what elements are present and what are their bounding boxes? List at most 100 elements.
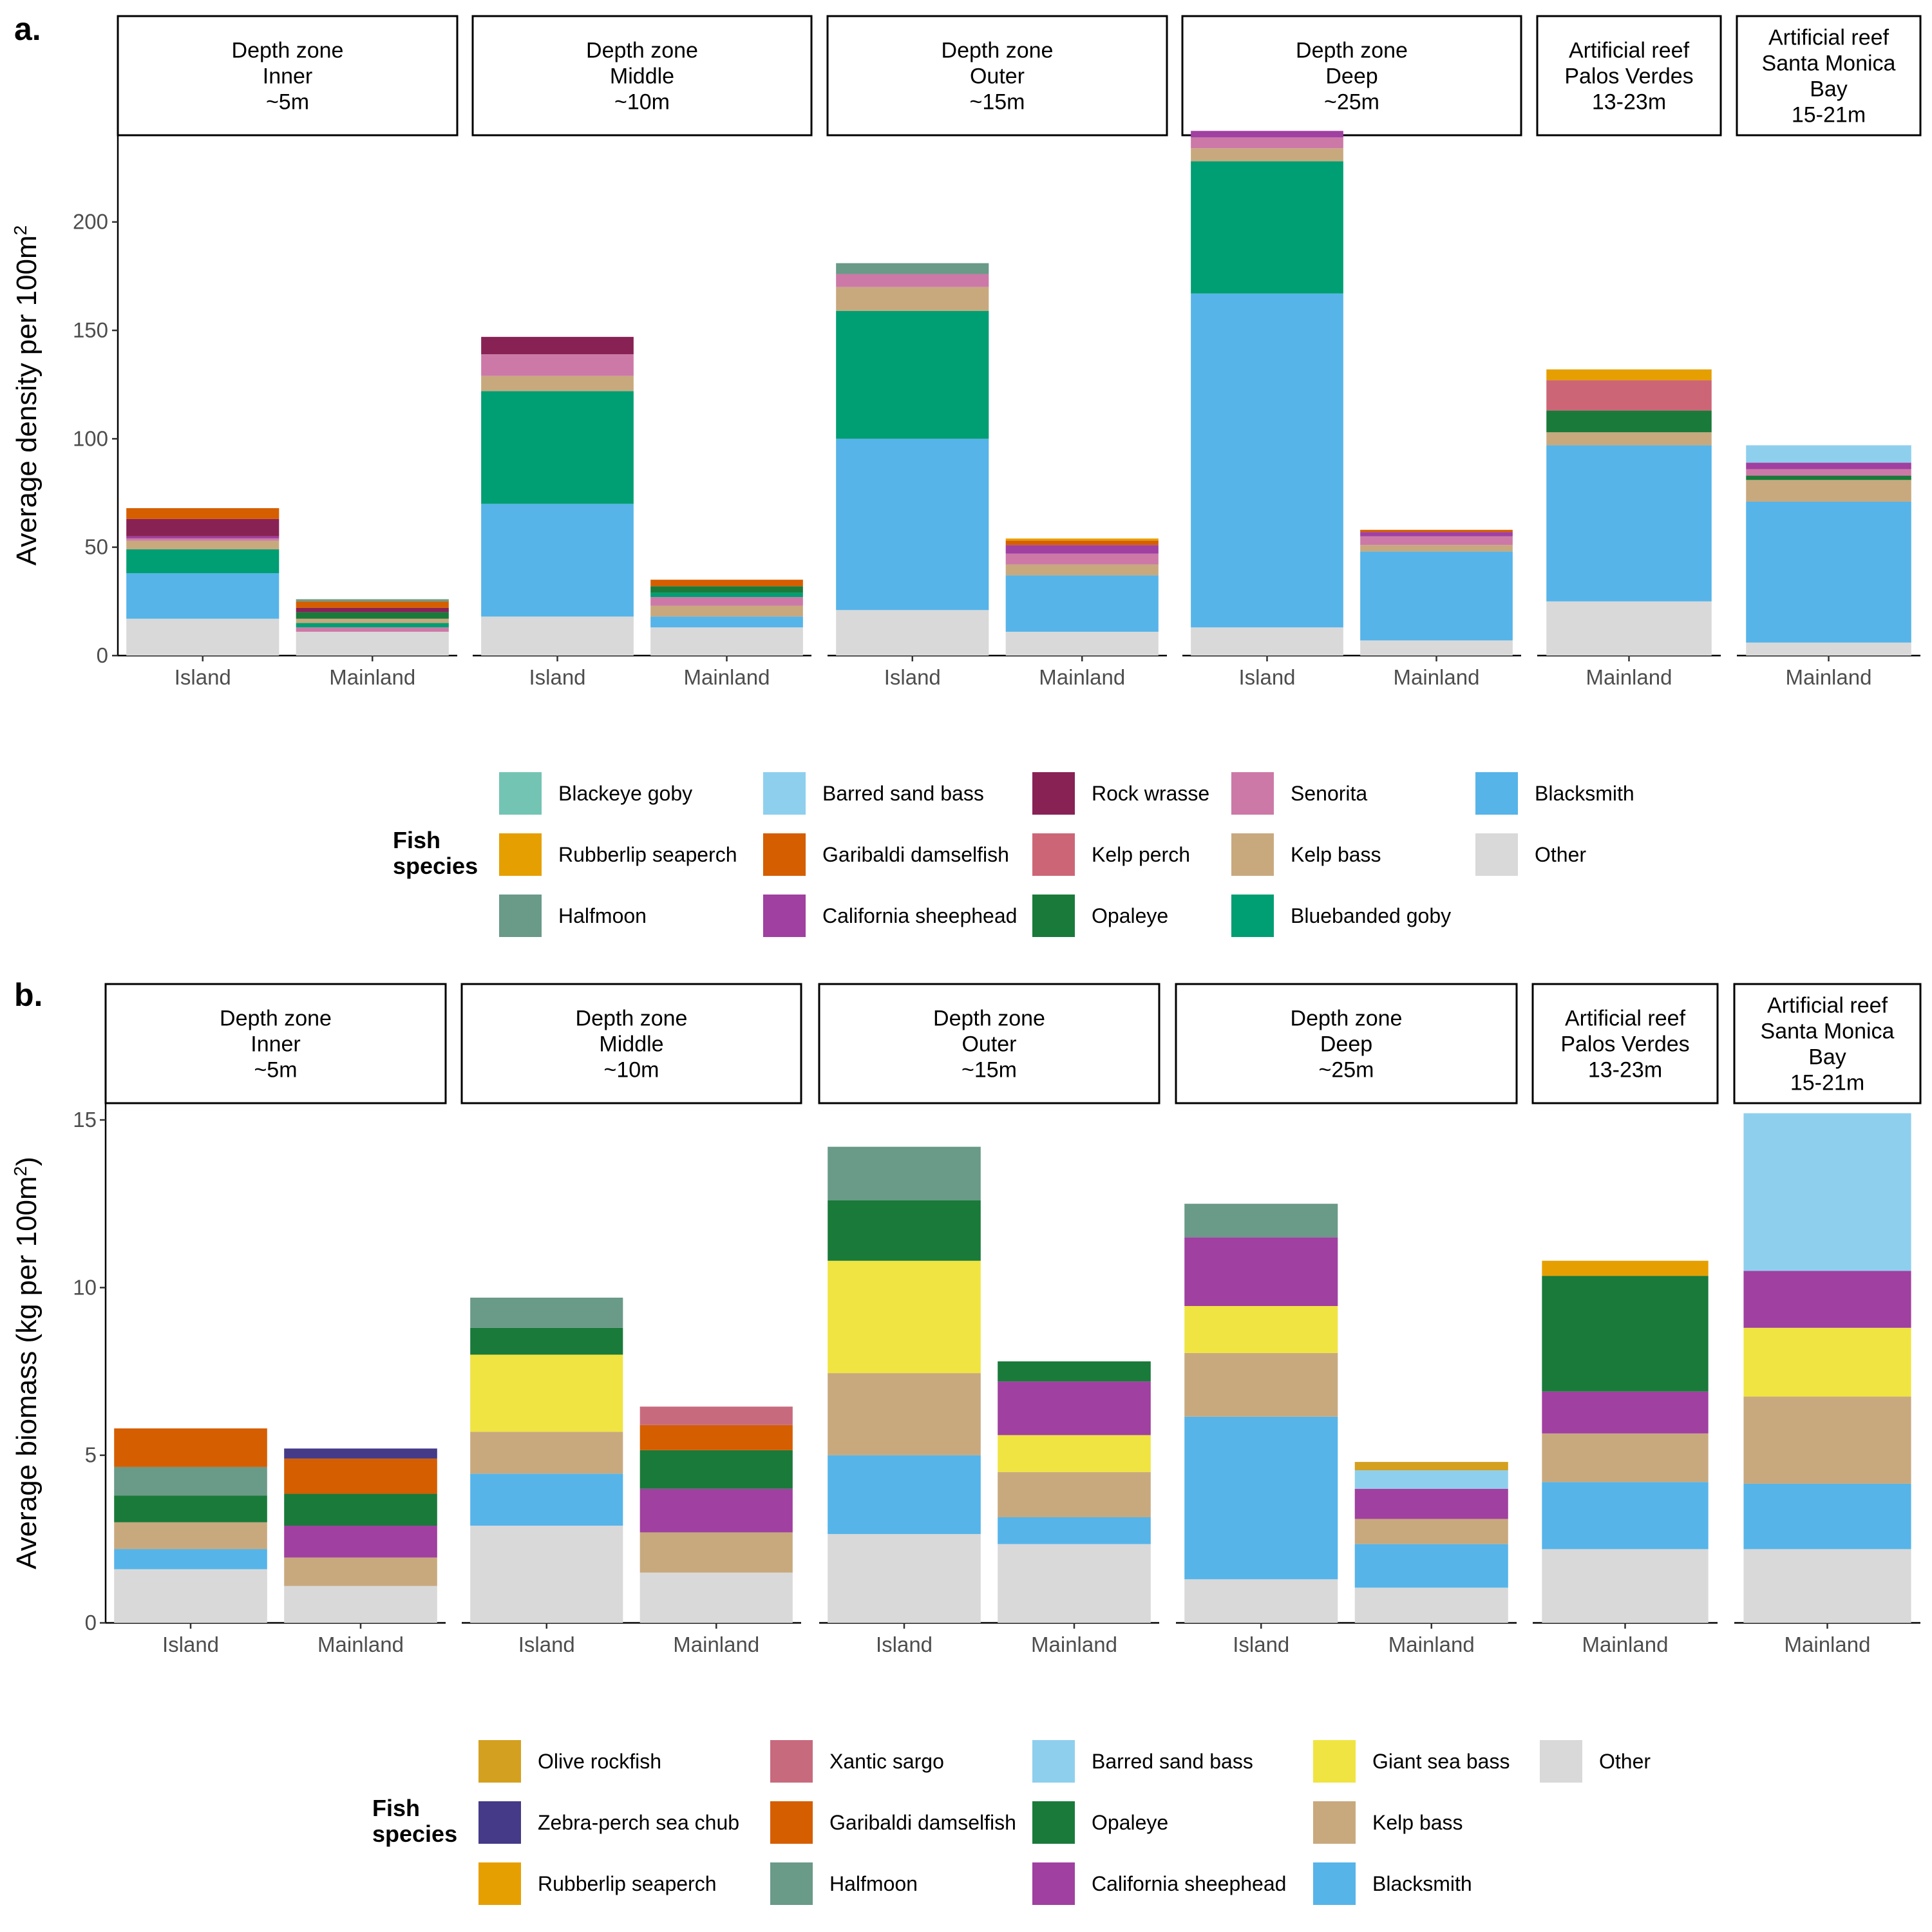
bar-segment-opaleye <box>114 1495 267 1522</box>
facet-strip-label: Depth zone <box>1296 39 1408 63</box>
legend-title: species <box>393 853 478 879</box>
bar-segment-rubberlip-seaperch <box>1005 538 1159 541</box>
facet-strip <box>818 983 1160 1104</box>
bar-segment-kelp-bass <box>126 540 279 550</box>
legend-key-xantic-sargo <box>770 1740 813 1783</box>
facet-strip-label: ~10m <box>604 1058 659 1083</box>
bar-segment-kelp-bass <box>1354 1519 1508 1544</box>
bar-segment-other <box>284 1586 437 1623</box>
legend-key-barred-sand-bass <box>1032 1740 1075 1783</box>
facet-strip <box>104 983 447 1104</box>
legend-key-senorita <box>1231 772 1274 815</box>
bar-segment-blacksmith <box>481 504 634 617</box>
bar-segment-opaleye <box>1542 1276 1709 1392</box>
legend-key-blacksmith <box>1313 1862 1356 1905</box>
bar-segment-kelp-bass <box>998 1472 1151 1517</box>
legend-label-barred-sand-bass: Barred sand bass <box>1092 1750 1253 1773</box>
facet-strip <box>1531 983 1719 1104</box>
legend-key-rock-wrasse <box>1032 772 1075 815</box>
legend-key-california-sheephead <box>763 895 806 937</box>
facet-strip-label: 15-21m <box>1790 1071 1864 1095</box>
y-axis-title-sup: 2 <box>10 225 30 236</box>
bar-segment-kelp-bass <box>470 1432 623 1474</box>
facet-strip-label: Depth zone <box>586 39 698 63</box>
legend-key-barred-sand-bass <box>763 772 806 815</box>
facet-strip-label: ~15m <box>961 1058 1017 1083</box>
bar-segment-kelp-perch <box>1546 380 1712 411</box>
bar-segment-other <box>836 610 989 656</box>
bar-segment-bluebanded-goby <box>126 549 279 574</box>
bar-segment-kelp-bass <box>1546 432 1712 446</box>
x-tick-label: Mainland <box>1388 1633 1475 1656</box>
bar-segment-bluebanded-goby <box>1191 161 1343 294</box>
bar-segment-kelp-bass <box>296 618 449 623</box>
bar-segment-opaleye <box>296 612 449 619</box>
bar-segment-garibaldi-damselfish <box>296 601 449 608</box>
x-tick-label: Island <box>1233 1633 1289 1656</box>
bar-segment-garibaldi-damselfish <box>650 580 803 587</box>
bar-segment-halfmoon <box>1184 1204 1338 1238</box>
legend-label-rubberlip-seaperch: Rubberlip seaperch <box>538 1872 717 1895</box>
bar-segment-blacksmith <box>126 573 279 619</box>
facet-strip-label: Inner <box>251 1032 301 1057</box>
x-tick-label: Mainland <box>1394 665 1480 689</box>
bar-segment-california-sheephead <box>1746 462 1911 469</box>
legend-title: species <box>372 1821 457 1847</box>
legend-label-kelp-bass: Kelp bass <box>1372 1811 1463 1834</box>
bar-segment-blacksmith <box>114 1549 267 1569</box>
legend-label-giant-sea-bass: Giant sea bass <box>1372 1750 1510 1773</box>
legend-label-halfmoon: Halfmoon <box>558 904 647 927</box>
bar-segment-other <box>639 1572 793 1623</box>
bar-segment-other <box>998 1544 1151 1623</box>
legend-key-olive-rockfish <box>478 1740 521 1783</box>
y-tick-label: 10 <box>73 1275 97 1299</box>
bar-segment-bluebanded-goby <box>481 391 634 504</box>
bar-segment-other <box>1191 627 1343 656</box>
bar-segment-halfmoon <box>470 1297 623 1328</box>
legend-key-california-sheephead <box>1032 1862 1075 1905</box>
bar-segment-rock-wrasse <box>481 337 634 355</box>
facet-strip <box>117 15 459 137</box>
legend-key-garibaldi-damselfish <box>770 1801 813 1844</box>
bar-segment-other <box>828 1534 981 1623</box>
x-tick-label: Island <box>175 665 231 689</box>
legend-key-rubberlip-seaperch <box>499 833 542 876</box>
bar-segment-opaleye <box>1746 475 1911 480</box>
bar-segment-california-sheephead <box>126 536 279 539</box>
bar-segment-giant-sea-bass <box>998 1435 1151 1472</box>
x-tick-label: Island <box>884 665 941 689</box>
legend-label-california-sheephead: California sheephead <box>1092 1872 1286 1895</box>
facet-strip <box>471 15 813 137</box>
bar-segment-senorita <box>1360 536 1513 545</box>
x-tick-label: Island <box>1238 665 1295 689</box>
facet-strip-label: Outer <box>970 64 1025 89</box>
bar-segment-garibaldi-damselfish <box>1005 540 1159 545</box>
legend-key-kelp-bass <box>1313 1801 1356 1844</box>
bar-segment-rubberlip-seaperch <box>1542 1260 1709 1276</box>
panel-letter: b. <box>14 977 43 1013</box>
facet-strip-label: Palos Verdes <box>1564 64 1693 89</box>
facet-strip <box>1536 15 1722 137</box>
legend-key-rubberlip-seaperch <box>478 1862 521 1905</box>
bar-segment-kelp-bass <box>836 287 989 311</box>
bar-segment-california-sheephead <box>1743 1271 1911 1328</box>
bar-segment-senorita <box>836 274 989 287</box>
bar-segment-other <box>296 631 449 656</box>
facet-strip <box>1175 983 1518 1104</box>
legend-key-blackeye-goby <box>499 772 542 815</box>
legend-key-opaleye <box>1032 895 1075 937</box>
bar-segment-other <box>1746 642 1911 656</box>
legend-label-zebra-perch-sea-chub: Zebra-perch sea chub <box>538 1811 739 1834</box>
bar-segment-other <box>650 627 803 656</box>
facet-strip <box>1736 15 1922 137</box>
bar-segment-giant-sea-bass <box>828 1260 981 1374</box>
legend-label-kelp-bass: Kelp bass <box>1291 843 1381 866</box>
legend-label-barred-sand-bass: Barred sand bass <box>822 782 984 805</box>
legend-label-blacksmith: Blacksmith <box>1372 1872 1472 1895</box>
